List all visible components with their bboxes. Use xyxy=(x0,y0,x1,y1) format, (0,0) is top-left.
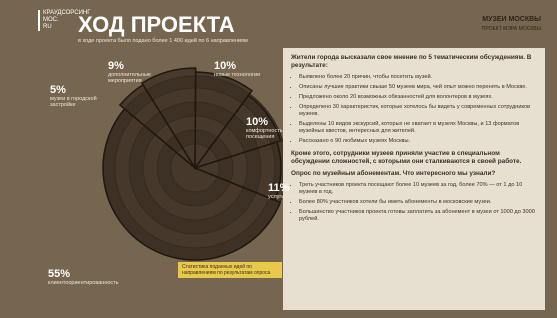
slice-category: дополнительные мероприятия xyxy=(108,72,168,84)
slice-percent: 10% xyxy=(214,60,274,72)
infographic: КРАУДСОРСИНГ МОС. RU ХОД ПРОЕКТА в ходе … xyxy=(0,0,557,318)
slice-percent: 55% xyxy=(48,268,108,280)
slice-label: 10%комфортность посещения xyxy=(246,116,306,140)
intro: Жители города высказали свое мнение по 5… xyxy=(291,54,537,70)
slice-label: 5%музеи в городской застройке xyxy=(50,84,110,108)
title: ХОД ПРОЕКТА xyxy=(78,12,235,38)
subtitle: в ходе проекта было подано более 1 400 и… xyxy=(78,38,248,44)
staff-text: Кроме этого, сотрудники музеев приняли у… xyxy=(291,150,537,166)
slice-percent: 10% xyxy=(246,116,306,128)
slice-label: 9%дополнительные мероприятия xyxy=(108,60,168,84)
slice-category: музеи в городской застройке xyxy=(50,96,110,108)
list-item: Большинство участников проекта готовы за… xyxy=(299,209,537,223)
slice-category: клиентоориентированность xyxy=(48,280,108,286)
chart-note: Статистика поданных идей по направлениям… xyxy=(178,262,282,278)
survey-title: Опрос по музейным абонементам. Что интер… xyxy=(291,170,537,178)
list-item: Описаны лучшие практики свыше 50 музеев … xyxy=(299,84,537,91)
slice-percent: 5% xyxy=(50,84,110,96)
list-item: Треть участников проекта посещают более … xyxy=(299,182,537,196)
list-item: Выявлено более 20 причин, чтобы посетить… xyxy=(299,74,537,81)
list-item: Рассказано о 90 любимых музеях Москвы. xyxy=(299,138,537,145)
list-item: Выделены 10 видов экскурсий, которых не … xyxy=(299,121,537,135)
slice-label: 55%клиентоориентированность xyxy=(48,268,108,286)
results-panel: Жители города высказали свое мнение по 5… xyxy=(283,48,545,310)
list-item: Более 80% участников хотели бы иметь або… xyxy=(299,199,537,206)
list-item: Определено 30 характеристик, которые хот… xyxy=(299,104,537,118)
slice-label: 10%новые технологии xyxy=(214,60,274,78)
slice-category: комфортность посещения xyxy=(246,128,306,140)
list-item: Предложено около 20 возможных обязанност… xyxy=(299,94,537,101)
slice-category: услуги и сервисы xyxy=(268,194,328,200)
slice-percent: 9% xyxy=(108,60,168,72)
slice-percent: 11% xyxy=(268,182,328,194)
slice-category: новые технологии xyxy=(214,72,274,78)
slice-label: 11%услуги и сервисы xyxy=(268,182,328,200)
brand: МУЗЕИ МОСКВЫ xyxy=(482,16,541,23)
results-list: Выявлено более 20 причин, чтобы посетить… xyxy=(291,74,537,145)
brand-subtitle: ПРОЕКТ МЭРА МОСКВЫ xyxy=(482,26,541,32)
